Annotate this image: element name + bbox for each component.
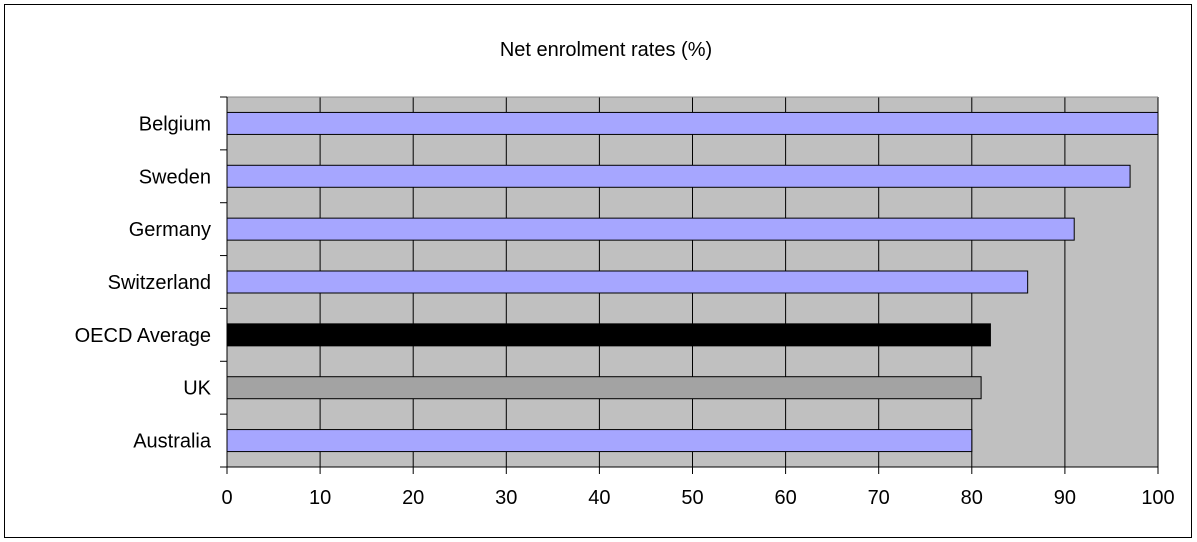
category-label-australia: Australia — [133, 431, 212, 453]
category-label-germany: Germany — [129, 219, 211, 241]
category-label-sweden: Sweden — [139, 166, 211, 188]
bar-uk — [226, 376, 982, 400]
bar-chart: Net enrolment rates (%) Belgium Sweden Ger… — [75, 39, 1175, 509]
bar-germany — [226, 217, 1075, 241]
bars — [226, 111, 1159, 453]
x-tick-label-100: 100 — [1141, 487, 1174, 509]
axes — [220, 96, 1159, 474]
category-label-belgium: Belgium — [139, 113, 211, 135]
x-tick-label-60: 60 — [774, 487, 796, 509]
x-tick-label-80: 80 — [961, 487, 983, 509]
x-tick-label-20: 20 — [402, 487, 424, 509]
category-label-uk: UK — [183, 378, 211, 400]
x-tick-label-10: 10 — [309, 487, 331, 509]
x-tick-label-90: 90 — [1054, 487, 1076, 509]
category-labels: Belgium Sweden Germany Switzerland OECD Aver… — [75, 113, 212, 452]
tick-labels: 0 10 20 30 40 50 60 70 80 90 100 — [221, 487, 1174, 509]
bar-sweden — [226, 164, 1131, 188]
x-tick-label-50: 50 — [681, 487, 703, 509]
bar-australia — [226, 429, 973, 453]
bar-belgium — [226, 111, 1159, 135]
x-tick-label-0: 0 — [221, 487, 232, 509]
x-tick-label-40: 40 — [588, 487, 610, 509]
x-tick-label-70: 70 — [868, 487, 890, 509]
bar-oecd-average — [226, 323, 991, 347]
category-label-switzerland: Switzerland — [108, 272, 211, 294]
category-label-oecd-average: OECD Average — [75, 325, 211, 347]
chart-title: Net enrolment rates (%) — [500, 39, 712, 61]
bar-switzerland — [226, 270, 1029, 294]
chart-frame: Net enrolment rates (%) Belgium Sweden Ger… — [4, 4, 1192, 538]
x-tick-label-30: 30 — [495, 487, 517, 509]
